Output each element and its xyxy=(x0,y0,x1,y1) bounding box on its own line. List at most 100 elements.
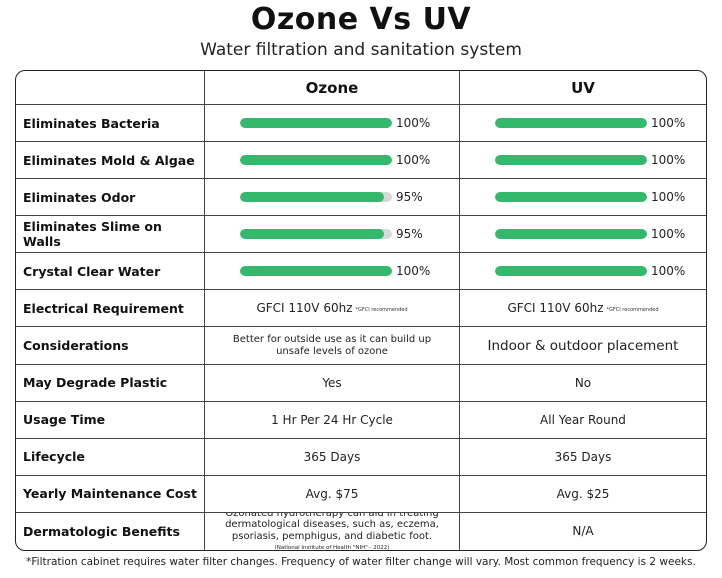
bar-track xyxy=(495,155,647,166)
ozone-bar-group: 95% xyxy=(205,190,459,204)
uv-cell: 100% xyxy=(460,216,706,254)
bar-percent-label: 95% xyxy=(396,227,423,242)
ozone-cell: GFCI 110V 60hz *GFCI recommended xyxy=(205,290,460,328)
cell-text: Avg. $75 xyxy=(306,487,359,501)
comparison-grid: Ozone UV Eliminates Bacteria 100% 100% Elim… xyxy=(16,71,706,550)
row-label: Eliminates Mold & Algae xyxy=(16,142,205,180)
uv-cell: 100% xyxy=(460,253,706,291)
bar-track xyxy=(240,266,392,277)
ozone-cell: 100% xyxy=(205,253,460,291)
cell-text: Avg. $25 xyxy=(557,487,610,501)
uv-bar-group: 100% xyxy=(460,190,706,204)
bar-fill xyxy=(495,229,647,240)
uv-cell: 365 Days xyxy=(460,439,706,476)
bar-percent-label: 100% xyxy=(396,116,431,131)
row-label: Yearly Maintenance Cost xyxy=(16,475,205,513)
ozone-cell: 365 Days xyxy=(205,438,460,476)
cell-text: Indoor & outdoor placement xyxy=(488,338,679,354)
ozone-cell: Yes xyxy=(205,364,460,402)
uv-bar-group: 100% xyxy=(460,264,706,278)
cell-text-main: Indoor & outdoor placement xyxy=(487,337,679,354)
bar-track xyxy=(495,266,647,277)
cell-text: 365 Days xyxy=(555,450,612,464)
cell-text-main: No xyxy=(574,375,592,390)
row-label: Electrical Requirement xyxy=(16,290,205,328)
bar-fill xyxy=(495,155,647,166)
bar-fill xyxy=(495,192,647,203)
ozone-bar-group: 100% xyxy=(205,116,459,130)
bar-fill xyxy=(240,155,392,166)
bar-track xyxy=(495,192,647,203)
header-ozone: Ozone xyxy=(205,71,460,105)
bar-percent-label: 100% xyxy=(651,116,686,131)
comparison-table: Ozone UV Eliminates Bacteria 100% 100% Elim… xyxy=(15,70,707,551)
bar-fill xyxy=(240,266,392,277)
cell-text: N/A xyxy=(572,524,593,538)
uv-cell: Avg. $25 xyxy=(460,476,706,513)
ozone-cell: 100% xyxy=(205,105,460,143)
gfci-note: *GFCI recommended xyxy=(355,307,408,314)
cell-text-main: Ozonated hydrotherapy can aid in treatin… xyxy=(225,512,439,542)
row-label: Usage Time xyxy=(16,401,205,439)
row-label: Eliminates Odor xyxy=(16,179,205,217)
ozone-bar-group: 95% xyxy=(205,227,459,241)
uv-cell: All Year Round xyxy=(460,402,706,439)
ozone-bar-group: 100% xyxy=(205,264,459,278)
electrical-text: GFCI 110V 60hz xyxy=(256,301,353,316)
electrical-value: GFCI 110V 60hz *GFCI recommended xyxy=(507,301,658,315)
cell-text-main: N/A xyxy=(572,524,594,539)
bar-fill xyxy=(495,266,647,277)
ozone-cell: 95% xyxy=(205,179,460,217)
page-title: Ozone Vs UV xyxy=(250,2,472,37)
uv-cell: Indoor & outdoor placement xyxy=(460,327,706,365)
uv-cell: 100% xyxy=(460,105,706,143)
bar-fill xyxy=(240,192,385,203)
cell-text-main: Avg. $75 xyxy=(305,486,359,501)
bar-percent-label: 95% xyxy=(396,190,423,205)
electrical-text: GFCI 110V 60hz xyxy=(507,301,604,316)
cell-text: Yes xyxy=(322,376,341,390)
cell-text: 1 Hr Per 24 Hr Cycle xyxy=(271,413,393,427)
bar-percent-label: 100% xyxy=(651,227,686,242)
uv-bar-group: 100% xyxy=(460,227,706,241)
row-label: Crystal Clear Water xyxy=(16,253,205,291)
uv-cell: 100% xyxy=(460,179,706,217)
header-uv: UV xyxy=(460,71,706,105)
ozone-cell: Better for outside use as it can build u… xyxy=(205,327,460,365)
bar-fill xyxy=(240,118,392,129)
uv-cell: 100% xyxy=(460,142,706,180)
bar-fill xyxy=(495,118,647,129)
electrical-value: GFCI 110V 60hz *GFCI recommended xyxy=(256,301,407,315)
cell-text-main: Avg. $25 xyxy=(556,486,610,501)
bar-percent-label: 100% xyxy=(396,153,431,168)
uv-cell: GFCI 110V 60hz *GFCI recommended xyxy=(460,290,706,328)
uv-cell: No xyxy=(460,365,706,402)
ozone-bar-group: 100% xyxy=(205,153,459,167)
cell-text: No xyxy=(575,376,591,390)
ozone-cell: 100% xyxy=(205,142,460,180)
uv-cell: N/A xyxy=(460,513,706,550)
cell-text: 365 Days xyxy=(304,450,361,464)
bar-percent-label: 100% xyxy=(651,190,686,205)
cell-text-main: All Year Round xyxy=(540,412,626,427)
cell-text: Better for outside use as it can build u… xyxy=(205,334,459,357)
row-label: Eliminates Slime on Walls xyxy=(16,216,205,254)
bar-fill xyxy=(240,229,385,240)
bar-percent-label: 100% xyxy=(651,153,686,168)
page-subtitle: Water filtration and sanitation system xyxy=(200,40,522,60)
gfci-note: *GFCI recommended xyxy=(606,307,659,314)
bar-track xyxy=(495,229,647,240)
cell-text-main: 1 Hr Per 24 Hr Cycle xyxy=(271,412,393,427)
footnote: *Filtration cabinet requires water filte… xyxy=(26,556,696,568)
source-citation: (National Institute of Health "NIH" - 20… xyxy=(274,545,390,550)
cell-text: Ozonated hydrotherapy can aid in treatin… xyxy=(205,513,459,550)
ozone-cell: 1 Hr Per 24 Hr Cycle xyxy=(205,401,460,439)
ozone-cell: 95% xyxy=(205,216,460,254)
ozone-cell: Avg. $75 xyxy=(205,475,460,513)
bar-percent-label: 100% xyxy=(396,264,431,279)
row-label: Considerations xyxy=(16,327,205,365)
cell-text-main: Yes xyxy=(322,375,342,390)
row-label: Eliminates Bacteria xyxy=(16,105,205,143)
bar-percent-label: 100% xyxy=(651,264,686,279)
header-empty-cell xyxy=(16,71,205,105)
